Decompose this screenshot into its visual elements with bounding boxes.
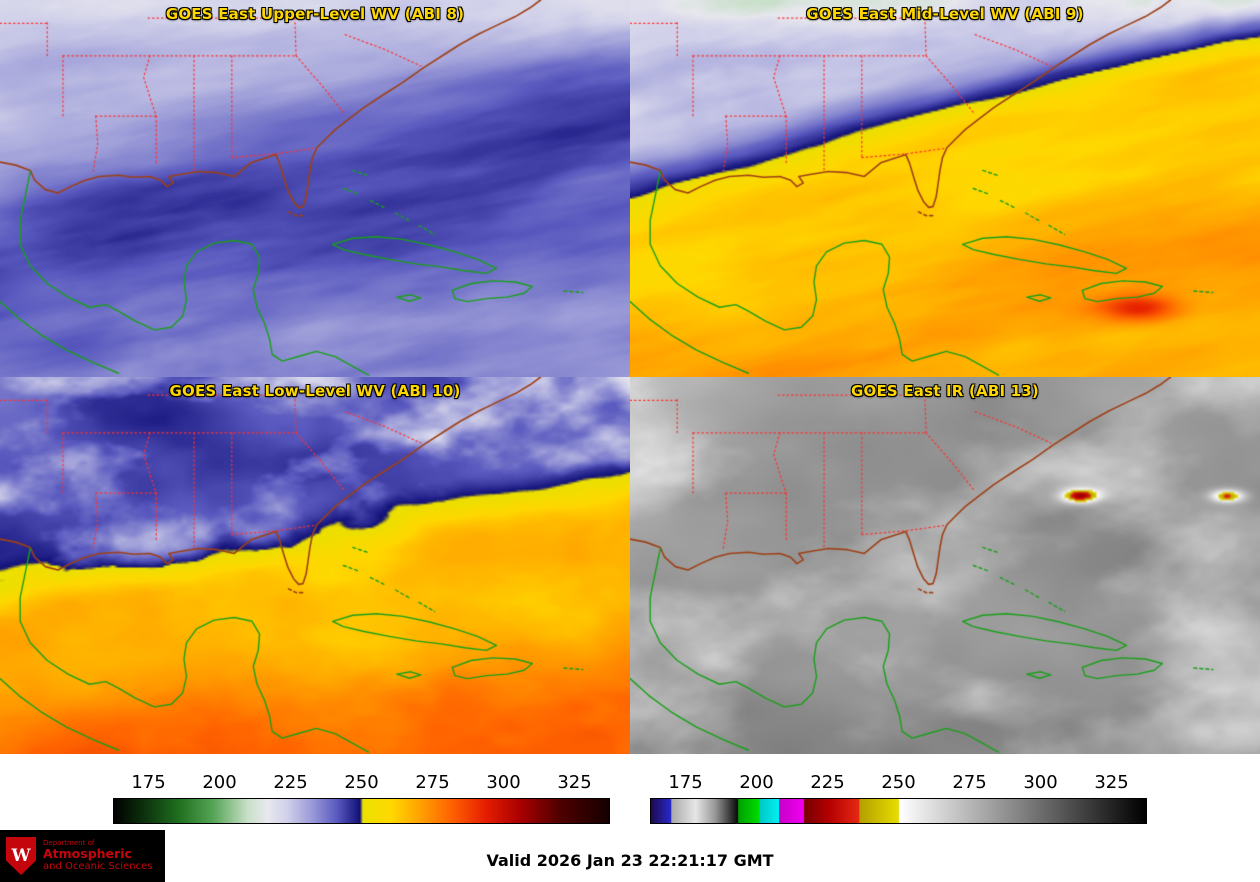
colorbar-ir-tick-250: 250 bbox=[881, 772, 916, 793]
valid-time-label: Valid 2026 Jan 23 22:21:17 GMT bbox=[486, 851, 774, 870]
colorbar-wv-tick-225: 225 bbox=[273, 772, 308, 793]
colorbar-wv-gradient bbox=[113, 798, 610, 824]
panel-title-abi9: GOES East Mid-Level WV (ABI 9) bbox=[806, 5, 1084, 23]
panel-title-abi10: GOES East Low-Level WV (ABI 10) bbox=[169, 382, 461, 400]
logo-line1: Atmospheric bbox=[43, 846, 132, 862]
panel-abi8: GOES East Upper-Level WV (ABI 8) bbox=[0, 0, 630, 377]
panel-title-abi13: GOES East IR (ABI 13) bbox=[850, 382, 1039, 400]
panel-abi13: GOES East IR (ABI 13) bbox=[630, 377, 1260, 754]
abi9-image bbox=[630, 0, 1260, 377]
logo-line2: and Oceanic Sciences bbox=[43, 861, 153, 873]
abi13-image bbox=[630, 377, 1260, 754]
uw-logo-text: Department of Atmospheric and Oceanic Sc… bbox=[43, 838, 153, 873]
panel-title-abi8: GOES East Upper-Level WV (ABI 8) bbox=[165, 5, 465, 23]
panel-abi10: GOES East Low-Level WV (ABI 10) bbox=[0, 377, 630, 754]
colorbar-ir: 175 200 225 250 275 300 325 bbox=[650, 772, 1147, 828]
colorbar-wv-tick-250: 250 bbox=[344, 772, 379, 793]
colorbar-ir-ticks: 175 200 225 250 275 300 325 bbox=[650, 772, 1147, 797]
abi8-image bbox=[0, 0, 630, 377]
abi10-image bbox=[0, 377, 630, 754]
colorbar-wv-tick-200: 200 bbox=[202, 772, 237, 793]
colorbar-wv-tick-300: 300 bbox=[486, 772, 521, 793]
colorbar-ir-tick-325: 325 bbox=[1094, 772, 1129, 793]
colorbar-wv-tick-175: 175 bbox=[131, 772, 166, 793]
colorbar-ir-tick-275: 275 bbox=[952, 772, 987, 793]
colorbar-wv: 175 200 225 250 275 300 325 bbox=[113, 772, 610, 828]
logo-dept-line: Department of bbox=[43, 838, 95, 847]
colorbar-ir-tick-200: 200 bbox=[739, 772, 774, 793]
colorbar-ir-tick-225: 225 bbox=[810, 772, 845, 793]
panel-abi9: GOES East Mid-Level WV (ABI 9) bbox=[630, 0, 1260, 377]
colorbar-ir-tick-300: 300 bbox=[1023, 772, 1058, 793]
colorbar-wv-tick-325: 325 bbox=[557, 772, 592, 793]
panel-grid: GOES East Upper-Level WV (ABI 8) GOES Ea… bbox=[0, 0, 1260, 754]
colorbar-ir-tick-175: 175 bbox=[668, 772, 703, 793]
colorbar-wv-tick-275: 275 bbox=[415, 772, 450, 793]
uw-aos-logo: W Department of Atmospheric and Oceanic … bbox=[0, 830, 165, 882]
colorbar-ir-gradient bbox=[650, 798, 1147, 824]
colorbar-wv-ticks: 175 200 225 250 275 300 325 bbox=[113, 772, 610, 797]
